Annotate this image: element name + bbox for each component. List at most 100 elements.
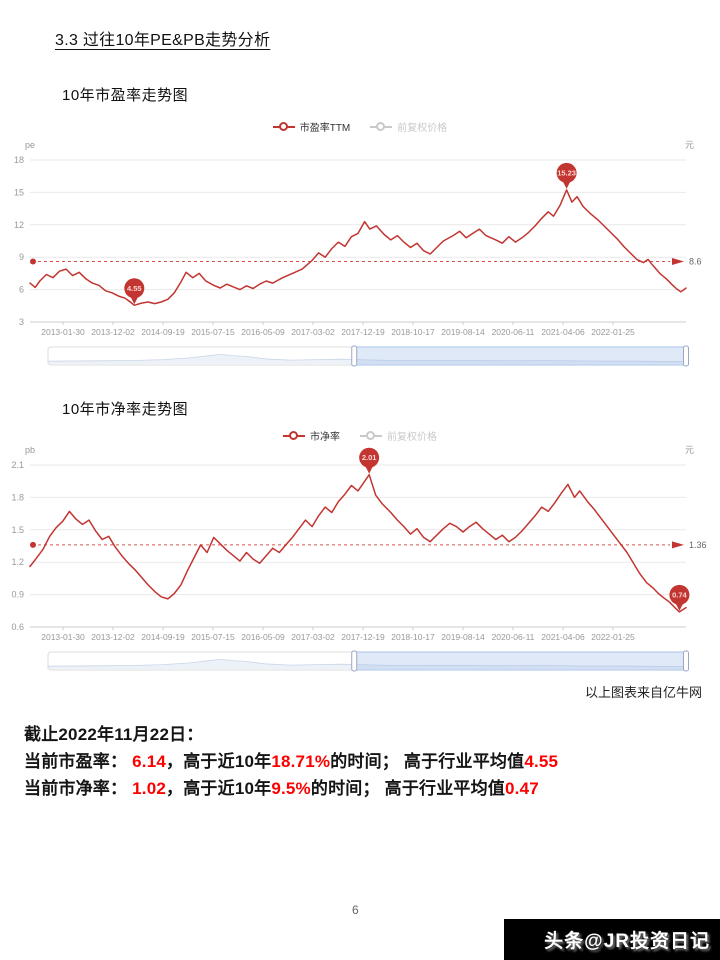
y-axis-unit: pb (25, 445, 35, 455)
navigator-selection[interactable] (353, 346, 687, 366)
x-tick-label: 2014-09-19 (141, 327, 185, 337)
y-tick-label: 0.6 (11, 622, 24, 632)
average-line-arrow (672, 541, 684, 549)
x-tick-label: 2017-12-19 (341, 327, 385, 337)
navigator-area (47, 353, 687, 364)
x-tick-label: 2017-03-02 (291, 327, 335, 337)
pb-summary-line: 当前市净率： 1.02，高于近10年9.5%的时间； 高于行业平均值0.47 (24, 774, 539, 799)
x-tick-label: 2015-07-15 (191, 327, 235, 337)
pe-ttm-series-line (29, 189, 687, 307)
x-tick-label: 2020-06-11 (492, 632, 535, 642)
pb-summary-mid1: ，高于近10年 (166, 779, 272, 798)
pe-percentile: 18.71% (271, 752, 331, 771)
legend-item-pb[interactable]: 市净率 (283, 428, 340, 443)
y-tick-label: 2.1 (11, 460, 24, 470)
average-line-label: 8.6 (689, 257, 702, 267)
min-marker-label: 4.55 (127, 284, 142, 293)
pe-summary-prefix: 当前市盈率： (24, 752, 133, 771)
y-tick-label: 15 (14, 187, 24, 197)
chart-source-note: 以上图表来自亿牛网 (584, 685, 702, 700)
x-tick-label: 2013-12-02 (91, 632, 135, 642)
x-tick-label: 2019-08-14 (441, 632, 485, 642)
page-number: 6 (352, 903, 359, 917)
legend-label: 前复权价格 (397, 123, 448, 134)
x-tick-label: 2019-08-14 (441, 327, 485, 337)
navigator-handle-right[interactable] (683, 650, 689, 672)
y-tick-label: 1.2 (11, 557, 24, 567)
pb-summary-mid2: 的时间； 高于行业平均值 (310, 779, 506, 798)
pb-chart-legend: 市净率 前复权价格 (0, 428, 720, 443)
y-tick-label: 1.5 (11, 525, 24, 535)
y-tick-label: 0.9 (11, 590, 24, 600)
pe-industry-average: 4.55 (524, 752, 559, 771)
x-tick-label: 2021-04-06 (541, 327, 585, 337)
y-tick-label: 6 (19, 285, 24, 295)
right-axis-unit: 元 (685, 445, 694, 455)
average-line-dot (30, 541, 36, 548)
toutiao-watermark: 头条@JR投资日记 (504, 919, 720, 960)
x-tick-label: 2022-01-25 (591, 327, 635, 337)
y-axis-unit: pe (25, 140, 35, 150)
pe-summary-mid2: 的时间； 高于行业平均值 (330, 752, 525, 771)
max-marker-balloon[interactable] (359, 447, 380, 468)
x-tick-label: 2013-01-30 (41, 632, 85, 642)
y-tick-label: 9 (19, 252, 24, 262)
pb-summary-prefix: 当前市净率： (24, 779, 133, 798)
pe-summary-mid1: ，高于近10年 (166, 752, 272, 771)
y-tick-label: 1.8 (11, 492, 24, 502)
legend-item-adjusted-price[interactable]: 前复权价格 (370, 119, 447, 134)
x-tick-label: 2015-07-15 (191, 632, 235, 642)
line-series-icon (283, 431, 305, 440)
average-line-arrow (672, 258, 684, 266)
navigator-handle-left[interactable] (351, 345, 358, 367)
x-tick-label: 2021-04-06 (541, 632, 585, 642)
min-marker-balloon[interactable] (669, 584, 690, 605)
x-tick-label: 2013-01-30 (41, 327, 85, 337)
x-tick-label: 2022-01-25 (591, 632, 635, 642)
x-tick-label: 2013-12-02 (91, 327, 135, 337)
y-tick-label: 12 (14, 220, 24, 230)
navigator-selection[interactable] (353, 651, 687, 671)
pb-industry-average: 0.47 (505, 779, 539, 798)
pe-chart-title: 10年市盈率走势图 (62, 87, 189, 104)
pe-chart-legend: 市盈率TTM 前复权价格 (0, 119, 720, 134)
x-tick-label: 2016-05-09 (241, 632, 285, 642)
pe-trend-chart: pe 元 18 15 12 9 6 3 2013-01-30 2013-12-02 2014-09-… (14, 140, 702, 367)
legend-label: 前复权价格 (387, 432, 437, 443)
x-tick-label: 2017-03-02 (291, 632, 335, 642)
line-series-icon (360, 431, 382, 440)
x-tick-label: 2018-10-17 (391, 327, 435, 337)
as-of-date-line: 截止2022年11月22日： (24, 725, 204, 744)
legend-item-pe-ttm[interactable]: 市盈率TTM (272, 119, 351, 134)
legend-label: 市盈率TTM (299, 123, 351, 134)
right-axis-unit: 元 (685, 140, 694, 150)
x-tick-label: 2018-10-17 (391, 632, 435, 642)
navigator-handle-left[interactable] (351, 650, 358, 672)
min-marker-label: 0.74 (672, 590, 687, 599)
x-tick-label: 2020-06-11 (492, 327, 535, 337)
max-marker-label: 2.01 (362, 453, 377, 462)
pe-summary-line: 当前市盈率： 6.14，高于近10年18.71%的时间； 高于行业平均值4.55 (24, 747, 558, 772)
navigator-handle-right[interactable] (683, 345, 689, 367)
max-marker-label: 15.23 (557, 168, 576, 177)
pb-series-line (29, 473, 687, 613)
average-line-dot (30, 258, 36, 265)
page-title: 3.3 过往10年PE&PB走势分析 (55, 32, 271, 49)
pb-current-value: 1.02 (132, 779, 167, 798)
x-tick-label: 2016-05-09 (241, 327, 285, 337)
pb-percentile: 9.5% (271, 779, 311, 798)
average-line-label: 1.36 (689, 540, 707, 550)
pb-chart-title: 10年市净率走势图 (62, 401, 189, 418)
line-series-icon (370, 122, 393, 131)
pb-trend-chart: pb 元 2.1 1.8 1.5 1.2 0.9 0.6 2013-01-30 2013-12-0… (11, 445, 707, 672)
min-marker-balloon[interactable] (124, 278, 145, 299)
max-marker-balloon[interactable] (556, 162, 577, 183)
x-tick-label: 2017-12-19 (341, 632, 385, 642)
pe-current-value: 6.14 (132, 752, 167, 771)
x-tick-label: 2014-09-19 (141, 632, 185, 642)
legend-item-adjusted-price[interactable]: 前复权价格 (360, 428, 437, 443)
y-tick-label: 18 (14, 155, 24, 165)
line-series-icon (272, 122, 295, 131)
navigator-area (47, 658, 687, 669)
